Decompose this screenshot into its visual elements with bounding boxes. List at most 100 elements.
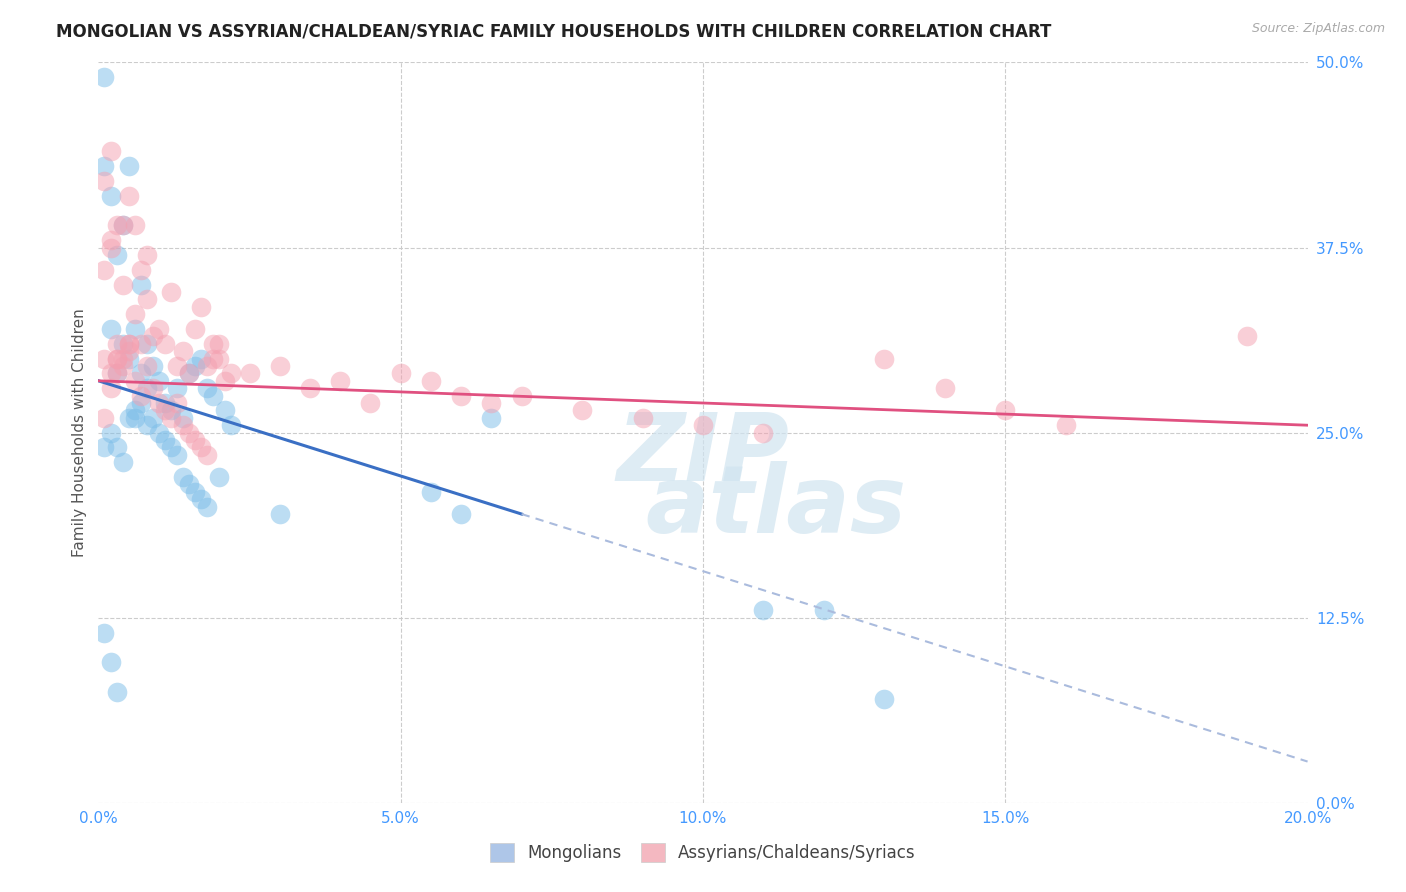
Point xyxy=(142,359,165,373)
Point xyxy=(93,174,115,188)
Point xyxy=(111,219,134,233)
Point xyxy=(510,388,533,402)
Point xyxy=(105,367,128,381)
Point xyxy=(994,403,1017,417)
Point xyxy=(100,322,122,336)
Point xyxy=(184,433,207,447)
Point xyxy=(571,403,593,417)
Text: ZIP: ZIP xyxy=(617,409,789,500)
Point xyxy=(129,396,152,410)
Text: Source: ZipAtlas.com: Source: ZipAtlas.com xyxy=(1251,22,1385,36)
Point xyxy=(105,351,128,366)
Text: MONGOLIAN VS ASSYRIAN/CHALDEAN/SYRIAC FAMILY HOUSEHOLDS WITH CHILDREN CORRELATIO: MONGOLIAN VS ASSYRIAN/CHALDEAN/SYRIAC FA… xyxy=(56,22,1052,40)
Point xyxy=(93,70,115,85)
Point xyxy=(124,374,146,388)
Point xyxy=(752,425,775,440)
Point xyxy=(360,396,382,410)
Point xyxy=(118,351,141,366)
Point xyxy=(389,367,412,381)
Point xyxy=(111,277,134,292)
Point xyxy=(299,381,322,395)
Point xyxy=(195,448,218,462)
Point xyxy=(100,145,122,159)
Y-axis label: Family Households with Children: Family Households with Children xyxy=(72,309,87,557)
Point xyxy=(124,403,146,417)
Point xyxy=(129,277,152,292)
Point xyxy=(93,351,115,366)
Point xyxy=(105,351,128,366)
Point xyxy=(118,159,141,173)
Point xyxy=(118,344,141,359)
Point xyxy=(129,367,152,381)
Point xyxy=(93,625,115,640)
Point xyxy=(202,336,225,351)
Point xyxy=(118,188,141,202)
Point xyxy=(124,219,146,233)
Point xyxy=(160,441,183,455)
Point xyxy=(105,248,128,262)
Point xyxy=(202,351,225,366)
Point xyxy=(450,507,472,521)
Point xyxy=(214,374,236,388)
Point xyxy=(179,367,201,381)
Point xyxy=(190,492,212,507)
Point xyxy=(692,418,714,433)
Point xyxy=(111,359,134,373)
Point xyxy=(153,396,176,410)
Point xyxy=(221,367,243,381)
Point xyxy=(148,374,170,388)
Point xyxy=(160,410,183,425)
Point xyxy=(184,484,207,499)
Point xyxy=(166,396,188,410)
Point xyxy=(450,388,472,402)
Point xyxy=(208,336,231,351)
Point xyxy=(148,322,170,336)
Point xyxy=(111,351,134,366)
Point xyxy=(873,692,896,706)
Point xyxy=(93,262,115,277)
Point xyxy=(129,388,152,402)
Point xyxy=(100,240,122,255)
Point xyxy=(111,219,134,233)
Point xyxy=(329,374,352,388)
Point xyxy=(202,388,225,402)
Point xyxy=(129,262,152,277)
Point xyxy=(93,410,115,425)
Point xyxy=(195,500,218,514)
Point xyxy=(118,336,141,351)
Point xyxy=(631,410,654,425)
Point xyxy=(172,470,194,484)
Point xyxy=(160,285,183,299)
Point xyxy=(172,410,194,425)
Point xyxy=(269,507,291,521)
Point xyxy=(142,410,165,425)
Point xyxy=(105,219,128,233)
Legend: Mongolians, Assyrians/Chaldeans/Syriacs: Mongolians, Assyrians/Chaldeans/Syriacs xyxy=(484,836,922,869)
Point xyxy=(153,336,176,351)
Point xyxy=(100,367,122,381)
Point xyxy=(420,374,443,388)
Point xyxy=(184,359,207,373)
Point xyxy=(105,685,128,699)
Point xyxy=(172,344,194,359)
Point xyxy=(135,359,157,373)
Point xyxy=(153,403,176,417)
Point xyxy=(184,322,207,336)
Point xyxy=(166,359,188,373)
Point xyxy=(135,293,157,307)
Text: atlas: atlas xyxy=(645,460,907,553)
Point xyxy=(208,470,231,484)
Point xyxy=(135,381,157,395)
Point xyxy=(239,367,262,381)
Point xyxy=(172,418,194,433)
Point xyxy=(142,329,165,343)
Point xyxy=(111,336,134,351)
Point xyxy=(190,351,212,366)
Point xyxy=(160,403,183,417)
Point xyxy=(100,233,122,247)
Point xyxy=(190,300,212,314)
Point xyxy=(100,381,122,395)
Point xyxy=(752,603,775,617)
Point xyxy=(100,425,122,440)
Point xyxy=(135,418,157,433)
